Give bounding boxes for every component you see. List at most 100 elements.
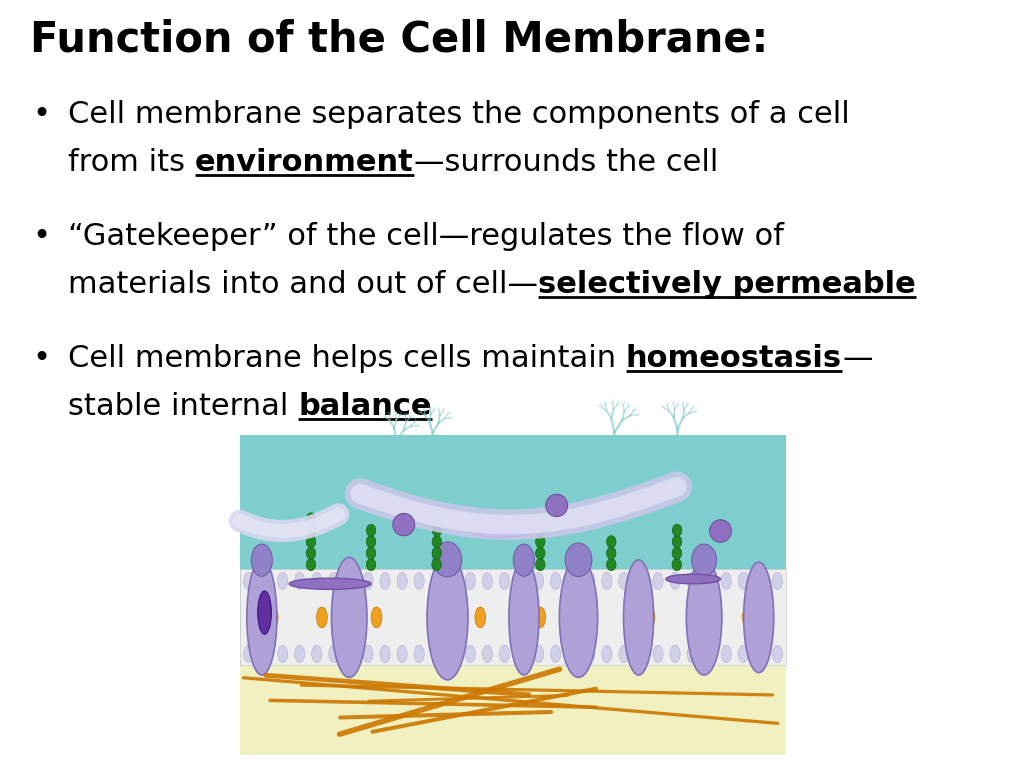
Ellipse shape xyxy=(306,536,315,548)
Ellipse shape xyxy=(602,645,612,663)
Ellipse shape xyxy=(743,562,774,673)
Ellipse shape xyxy=(705,645,715,663)
Ellipse shape xyxy=(432,525,441,536)
Ellipse shape xyxy=(624,560,653,675)
Text: •: • xyxy=(32,100,50,129)
Ellipse shape xyxy=(772,645,782,663)
Ellipse shape xyxy=(306,513,315,525)
Ellipse shape xyxy=(536,536,545,548)
Ellipse shape xyxy=(380,645,390,663)
Ellipse shape xyxy=(449,572,459,590)
Text: materials into and out of cell—: materials into and out of cell— xyxy=(68,270,538,299)
Ellipse shape xyxy=(567,572,578,590)
Text: stable internal: stable internal xyxy=(68,392,298,421)
Ellipse shape xyxy=(756,645,766,663)
Ellipse shape xyxy=(738,572,749,590)
Ellipse shape xyxy=(513,544,535,576)
Ellipse shape xyxy=(710,520,731,542)
Ellipse shape xyxy=(433,542,462,577)
Ellipse shape xyxy=(567,645,578,663)
Ellipse shape xyxy=(465,572,475,590)
Ellipse shape xyxy=(311,572,322,590)
Ellipse shape xyxy=(636,645,646,663)
Ellipse shape xyxy=(397,572,408,590)
Ellipse shape xyxy=(278,645,288,663)
Ellipse shape xyxy=(244,572,254,590)
Ellipse shape xyxy=(673,525,682,536)
Text: balance: balance xyxy=(298,392,432,421)
Ellipse shape xyxy=(693,607,705,627)
Ellipse shape xyxy=(289,578,371,589)
Ellipse shape xyxy=(636,572,646,590)
Ellipse shape xyxy=(585,572,595,590)
Ellipse shape xyxy=(346,572,356,590)
Ellipse shape xyxy=(306,558,315,571)
Ellipse shape xyxy=(653,572,664,590)
Ellipse shape xyxy=(367,536,376,548)
Ellipse shape xyxy=(260,645,270,663)
Ellipse shape xyxy=(267,607,279,627)
Ellipse shape xyxy=(329,572,339,590)
Ellipse shape xyxy=(551,645,561,663)
Ellipse shape xyxy=(432,536,441,548)
Ellipse shape xyxy=(536,547,545,559)
Ellipse shape xyxy=(316,607,328,627)
Ellipse shape xyxy=(618,645,629,663)
Ellipse shape xyxy=(295,645,305,663)
Ellipse shape xyxy=(432,558,441,571)
Ellipse shape xyxy=(380,572,390,590)
Ellipse shape xyxy=(247,560,276,675)
Ellipse shape xyxy=(670,645,680,663)
Ellipse shape xyxy=(644,607,655,627)
Ellipse shape xyxy=(306,547,315,559)
Ellipse shape xyxy=(427,555,468,680)
Ellipse shape xyxy=(431,645,441,663)
Ellipse shape xyxy=(329,645,339,663)
Text: •: • xyxy=(32,222,50,251)
Bar xyxy=(240,435,786,755)
Ellipse shape xyxy=(482,572,493,590)
Ellipse shape xyxy=(465,645,475,663)
Ellipse shape xyxy=(551,572,561,590)
Ellipse shape xyxy=(565,543,592,577)
Ellipse shape xyxy=(585,645,595,663)
Ellipse shape xyxy=(516,572,526,590)
Text: Cell membrane separates the components of a cell: Cell membrane separates the components o… xyxy=(68,100,850,129)
Ellipse shape xyxy=(534,645,544,663)
Ellipse shape xyxy=(367,547,376,559)
Ellipse shape xyxy=(449,645,459,663)
Ellipse shape xyxy=(738,645,749,663)
Ellipse shape xyxy=(260,572,270,590)
Ellipse shape xyxy=(602,572,612,590)
Ellipse shape xyxy=(534,572,544,590)
Text: homeostasis: homeostasis xyxy=(626,344,842,373)
Ellipse shape xyxy=(500,572,510,590)
Text: from its: from its xyxy=(68,148,195,177)
Ellipse shape xyxy=(306,525,315,536)
Ellipse shape xyxy=(687,645,697,663)
Ellipse shape xyxy=(606,558,616,571)
Ellipse shape xyxy=(535,607,546,627)
Ellipse shape xyxy=(606,536,616,548)
Ellipse shape xyxy=(509,560,539,675)
Text: environment: environment xyxy=(195,148,414,177)
Ellipse shape xyxy=(606,547,616,559)
Ellipse shape xyxy=(482,645,493,663)
Text: —: — xyxy=(842,344,872,373)
Ellipse shape xyxy=(742,607,754,627)
Ellipse shape xyxy=(672,547,682,559)
Ellipse shape xyxy=(653,645,664,663)
Ellipse shape xyxy=(516,645,526,663)
Ellipse shape xyxy=(536,558,545,571)
Ellipse shape xyxy=(469,525,535,538)
Ellipse shape xyxy=(559,558,598,677)
Ellipse shape xyxy=(670,572,680,590)
Ellipse shape xyxy=(618,572,629,590)
Ellipse shape xyxy=(691,544,717,576)
Ellipse shape xyxy=(393,513,415,536)
Ellipse shape xyxy=(721,572,731,590)
Ellipse shape xyxy=(311,645,322,663)
Text: —surrounds the cell: —surrounds the cell xyxy=(414,148,718,177)
Ellipse shape xyxy=(687,572,697,590)
Ellipse shape xyxy=(431,572,441,590)
